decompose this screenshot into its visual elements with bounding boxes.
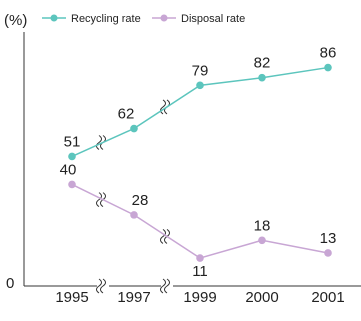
data-point-0-1 (130, 124, 138, 133)
data-label-0-0: 51 (64, 133, 81, 150)
x-axis-break-1 (160, 278, 173, 294)
data-label-1-2: 11 (192, 263, 208, 280)
series-line-0 (71, 66, 329, 158)
series-layer: 51 62 79 82 86 40 28 11 18 13 (60, 45, 337, 280)
data-label-0-4: 86 (320, 45, 337, 62)
data-point-0-0 (68, 152, 76, 161)
y-zero-label: 0 (6, 275, 14, 292)
data-point-0-4 (324, 63, 332, 72)
x-tick-label-3: 2000 (245, 289, 278, 306)
data-point-1-4 (324, 249, 332, 257)
x-tick-label-2: 1999 (183, 289, 216, 306)
y-unit-label: (%) (4, 12, 27, 29)
data-label-0-3: 82 (254, 55, 271, 72)
legend-swatch-marker-1 (160, 14, 168, 22)
data-point-0-3 (258, 73, 266, 82)
x-axis-break-0 (96, 278, 109, 294)
data-label-1-3: 18 (254, 217, 271, 234)
data-point-1-3 (258, 236, 266, 245)
data-point-1-1 (130, 211, 138, 219)
legend-label-0: Recycling rate (71, 13, 141, 25)
legend-label-1: Disposal rate (181, 13, 245, 25)
data-point-1-2 (196, 254, 204, 262)
data-label-0-2: 79 (192, 62, 209, 79)
series-1: 40 28 11 18 13 (60, 161, 337, 280)
data-point-0-2 (196, 81, 204, 90)
x-tick-label-4: 2001 (311, 289, 344, 306)
legend-swatch-marker-0 (50, 14, 58, 22)
series-0: 51 62 79 82 86 (64, 45, 337, 161)
data-label-1-4: 13 (320, 230, 337, 247)
axis-breaks (96, 98, 173, 294)
x-tick-labels: 1995 1997 1999 2000 2001 (55, 289, 344, 306)
x-tick-label-0: 1995 (55, 289, 88, 306)
data-label-0-1: 62 (118, 106, 135, 123)
data-label-1-1: 28 (132, 192, 149, 209)
x-tick-label-1: 1997 (117, 289, 150, 306)
legend: Recycling rate Disposal rate (42, 13, 245, 25)
data-point-1-0 (68, 180, 76, 189)
data-label-1-0: 40 (60, 161, 77, 178)
series-line-1 (71, 183, 329, 259)
